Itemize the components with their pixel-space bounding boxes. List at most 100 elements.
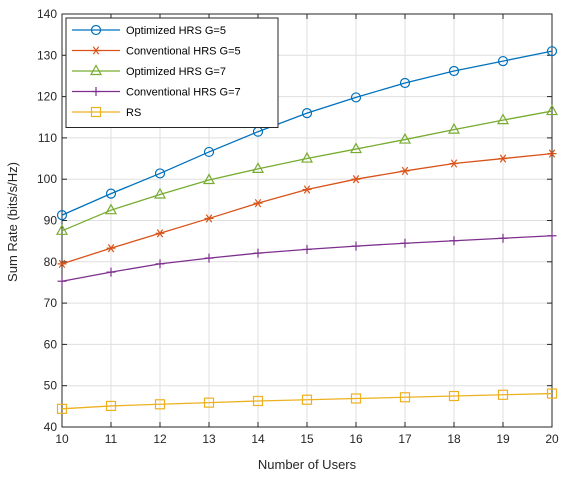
marker-asterisk [155, 229, 165, 238]
marker-asterisk [498, 154, 508, 163]
x-tick-label: 13 [202, 432, 216, 446]
marker-circle [203, 146, 215, 158]
marker-plus [253, 248, 263, 258]
marker-plus [106, 267, 116, 277]
marker-square [399, 392, 411, 403]
y-tick-label: 70 [44, 296, 58, 310]
series-line [61, 392, 553, 410]
marker-square [154, 399, 166, 410]
marker-plus [155, 259, 165, 269]
marker-circle [546, 46, 558, 57]
x-tick-label: 19 [496, 432, 510, 446]
series-line [61, 110, 553, 232]
marker-asterisk-d2 [254, 198, 262, 208]
marker-triangle [447, 122, 461, 134]
marker-triangle [202, 173, 216, 185]
y-tick-label: 90 [44, 214, 58, 228]
series-2 [55, 104, 559, 235]
legend-entry: Conventional HRS G=7 [72, 87, 241, 99]
x-tick-label: 18 [447, 432, 461, 446]
marker-triangle [55, 224, 69, 235]
marker-circle [301, 108, 313, 119]
marker-plus [91, 87, 101, 96]
marker-asterisk [106, 243, 116, 253]
marker-asterisk [91, 46, 101, 55]
marker-plus [547, 231, 557, 241]
marker-triangle [349, 142, 363, 154]
marker-asterisk-d2 [156, 229, 164, 238]
legend-entry: Optimized HRS G=7 [72, 64, 226, 78]
marker-triangle [251, 162, 265, 173]
marker-asterisk-d2 [58, 259, 66, 269]
legend-label: Optimized HRS G=5 [126, 25, 226, 37]
marker-square [90, 106, 102, 118]
marker-circle [448, 65, 460, 77]
marker-square [350, 393, 362, 404]
marker-asterisk [204, 214, 214, 223]
marker-plus [400, 238, 410, 248]
marker-triangle [545, 104, 559, 116]
x-tick-label: 10 [55, 432, 69, 446]
y-tick-label: 80 [44, 255, 58, 269]
y-tick-label: 60 [44, 337, 58, 351]
marker-asterisk [449, 159, 459, 168]
marker-triangle [153, 187, 167, 199]
x-tick-label: 11 [105, 432, 118, 446]
x-axis-label: Number of Users [258, 457, 357, 472]
marker-plus [204, 253, 214, 263]
y-tick-label: 50 [44, 379, 58, 393]
legend-label: Conventional HRS G=7 [126, 87, 241, 99]
series-0 [56, 46, 558, 221]
y-tick-label: 130 [37, 48, 57, 62]
legend-label: Optimized HRS G=7 [126, 66, 226, 78]
marker-asterisk [351, 175, 361, 184]
marker-asterisk-d2 [401, 166, 409, 176]
marker-circle [105, 188, 117, 199]
marker-circle [56, 210, 68, 221]
marker-triangle [300, 151, 314, 163]
legend: Optimized HRS G=5 Conventional HRS G=5 Opt… [65, 17, 279, 128]
marker-square [497, 389, 509, 400]
series-1 [57, 149, 557, 269]
legend-label: Conventional HRS G=5 [126, 46, 241, 58]
marker-circle [399, 77, 411, 89]
axes: 10 11 12 13 14 15 16 17 18 19 20 40 50 60 70 80 90 100 110… [37, 7, 559, 446]
legend-entry: RS [72, 106, 141, 119]
marker-circle [154, 168, 166, 179]
plot-frame [61, 13, 553, 428]
marker-square [56, 403, 68, 414]
x-tick-label: 17 [398, 432, 412, 446]
marker-circle [350, 92, 362, 103]
marker-square [448, 390, 460, 402]
marker-plus [498, 233, 508, 243]
marker-plus [449, 236, 459, 246]
marker-circle [90, 24, 102, 36]
marker-plus [302, 244, 312, 254]
legend-entry: Optimized HRS G=5 [72, 24, 226, 37]
marker-triangle [398, 132, 412, 144]
series-layer [55, 46, 559, 414]
y-tick-label: 110 [38, 131, 57, 145]
series-line [61, 50, 553, 216]
y-tick-label: 100 [37, 172, 57, 186]
marker-asterisk [57, 259, 67, 269]
marker-triangle [89, 64, 103, 76]
marker-triangle [496, 113, 510, 125]
x-tick-label: 16 [349, 432, 363, 446]
marker-asterisk-d2 [92, 46, 100, 55]
marker-plus [57, 276, 67, 286]
marker-circle [497, 55, 509, 67]
marker-square [546, 388, 558, 399]
x-tick-label: 12 [153, 432, 167, 446]
marker-asterisk-d2 [205, 214, 213, 223]
marker-square [301, 394, 313, 405]
marker-asterisk [302, 185, 312, 194]
x-tick-label: 14 [251, 432, 265, 446]
y-axis-label: Sum Rate (bits/s/Hz) [5, 162, 20, 282]
marker-square [203, 397, 215, 408]
y-tick-label: 40 [44, 420, 58, 434]
x-tick-label: 15 [300, 432, 314, 446]
marker-asterisk-d2 [548, 149, 556, 158]
marker-asterisk-d2 [303, 185, 311, 194]
